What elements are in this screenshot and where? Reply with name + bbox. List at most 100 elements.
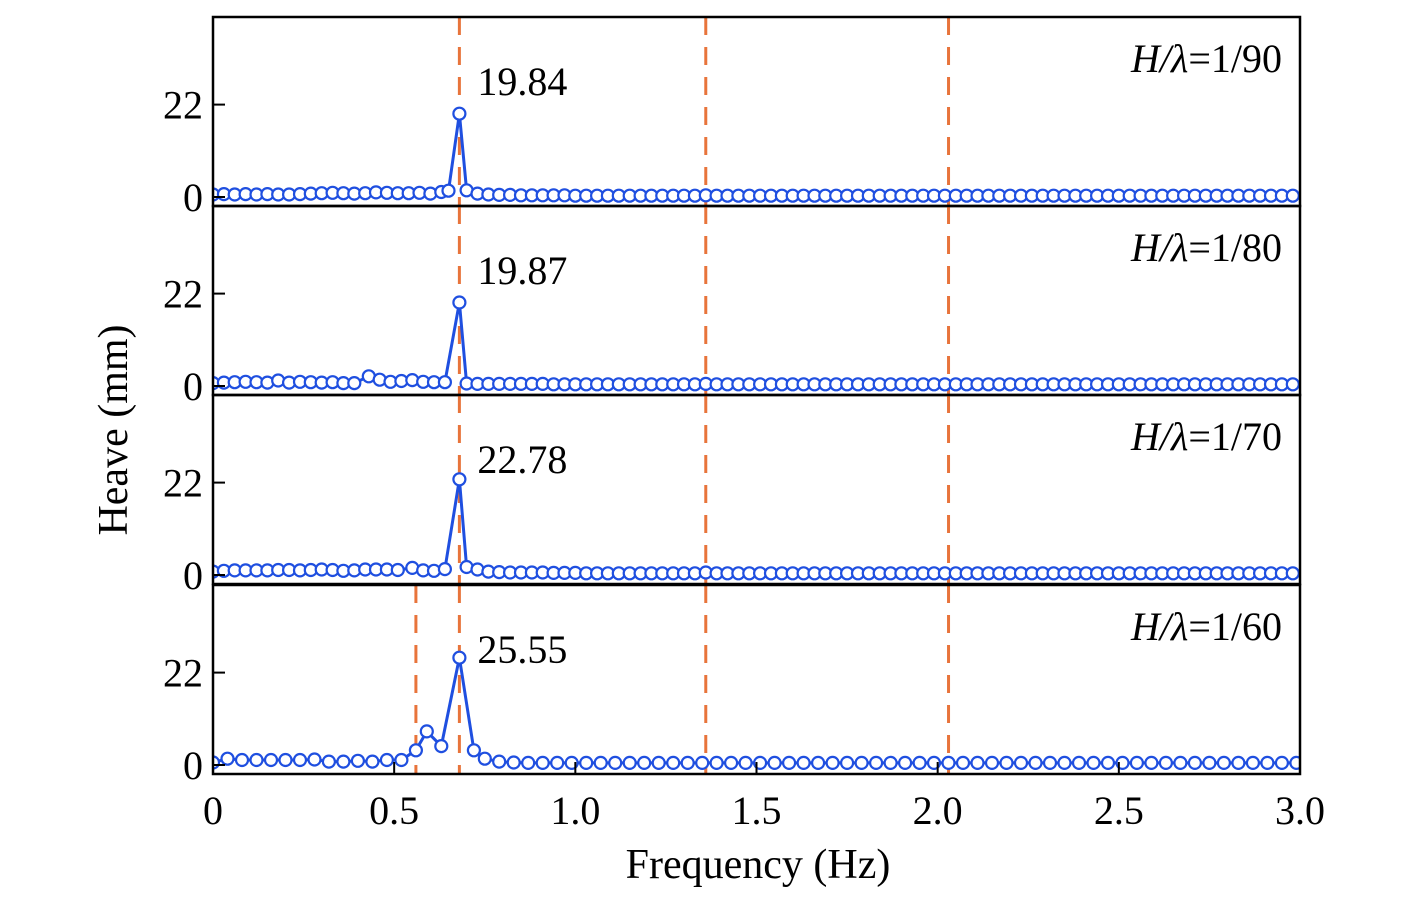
panel-label: H/λ=1/90 bbox=[1130, 36, 1282, 81]
data-point bbox=[292, 752, 308, 768]
data-point bbox=[680, 755, 695, 771]
data-point bbox=[941, 755, 956, 771]
peak-label: 25.55 bbox=[477, 627, 567, 672]
data-point bbox=[637, 755, 652, 771]
data-point bbox=[1173, 755, 1188, 771]
data-point bbox=[1285, 188, 1300, 203]
panel-label: H/λ=1/60 bbox=[1130, 604, 1282, 649]
data-point bbox=[263, 752, 279, 768]
data-point bbox=[1158, 755, 1174, 771]
y-axis-label: Heave (mm) bbox=[91, 324, 137, 535]
panel-label: H/λ=1/70 bbox=[1130, 414, 1282, 459]
data-point bbox=[550, 755, 565, 771]
panels-layer: 02219.84H/λ=1/9002219.87H/λ=1/8002222.78… bbox=[163, 15, 1302, 788]
data-point bbox=[651, 755, 666, 771]
data-point bbox=[452, 106, 467, 121]
data-point bbox=[970, 755, 985, 771]
data-point bbox=[234, 752, 250, 768]
panel-label-ratio: H/λ bbox=[1130, 225, 1188, 270]
data-point bbox=[1100, 755, 1116, 771]
x-tick-label: 1.0 bbox=[550, 788, 600, 833]
data-point bbox=[452, 295, 467, 310]
data-point bbox=[695, 755, 710, 771]
data-point bbox=[1042, 755, 1058, 771]
y-tick-label: 0 bbox=[183, 364, 203, 409]
data-point bbox=[441, 183, 456, 198]
y-tick-label: 22 bbox=[163, 272, 203, 317]
x-tick-label: 0.5 bbox=[369, 788, 419, 833]
data-point bbox=[810, 755, 826, 771]
peak-label: 19.87 bbox=[477, 248, 567, 293]
data-point bbox=[897, 755, 913, 771]
x-axis-label: Frequency (Hz) bbox=[626, 842, 891, 888]
data-point bbox=[709, 755, 724, 771]
data-point bbox=[437, 375, 452, 390]
peak-label: 19.84 bbox=[477, 59, 567, 104]
data-point bbox=[1274, 755, 1290, 771]
panel-label-value: =1/70 bbox=[1188, 414, 1282, 459]
data-point bbox=[955, 755, 971, 771]
series-line bbox=[213, 302, 1293, 386]
data-point bbox=[622, 755, 637, 771]
panel-label-ratio: H/λ bbox=[1130, 604, 1188, 649]
y-tick-label: 22 bbox=[163, 83, 203, 128]
data-point bbox=[394, 752, 409, 768]
x-tick-label: 2.0 bbox=[913, 788, 963, 833]
x-tick-label: 1.5 bbox=[732, 788, 782, 833]
data-point bbox=[666, 755, 681, 771]
data-point bbox=[854, 755, 869, 771]
data-point bbox=[1260, 755, 1275, 771]
y-tick-label: 0 bbox=[183, 553, 203, 598]
series-line bbox=[213, 479, 1293, 575]
data-point bbox=[1187, 755, 1203, 771]
panel-label-ratio: H/λ bbox=[1130, 414, 1188, 459]
x-tick-label: 3.0 bbox=[1275, 788, 1325, 833]
data-point bbox=[608, 755, 623, 771]
data-point bbox=[452, 472, 467, 487]
data-point bbox=[506, 755, 521, 770]
panel-3: 0 22 22.78 H/λ=1/70 bbox=[163, 393, 1302, 598]
data-point bbox=[1071, 755, 1087, 771]
data-point bbox=[1144, 755, 1159, 771]
y-tick-label: 0 bbox=[183, 175, 203, 220]
x-tick-label: 0 bbox=[203, 788, 223, 833]
data-point bbox=[1028, 755, 1043, 771]
panel-1: 0 22 19.84 H/λ=1/90 bbox=[163, 15, 1302, 220]
data-point bbox=[452, 650, 467, 665]
data-point bbox=[321, 754, 336, 769]
data-point bbox=[868, 755, 884, 771]
data-point bbox=[477, 751, 492, 766]
data-point bbox=[781, 755, 797, 771]
data-point bbox=[1129, 755, 1145, 771]
data-point bbox=[336, 754, 351, 769]
data-point bbox=[796, 755, 811, 771]
series-line bbox=[213, 657, 1297, 765]
data-point bbox=[1202, 755, 1217, 771]
data-point bbox=[579, 755, 594, 771]
data-point bbox=[408, 743, 423, 758]
data-point bbox=[999, 755, 1014, 771]
panel-label-value: =1/90 bbox=[1188, 36, 1282, 81]
y-tick-label: 22 bbox=[163, 651, 203, 696]
panel-2: 0 22 19.87 H/λ=1/80 bbox=[163, 204, 1302, 409]
x-tick-label: 2.5 bbox=[1094, 788, 1144, 833]
data-point bbox=[1285, 566, 1300, 581]
data-point bbox=[307, 752, 322, 767]
y-tick-label: 22 bbox=[163, 461, 203, 506]
panel-label-value: =1/80 bbox=[1188, 225, 1282, 270]
data-point bbox=[379, 752, 394, 768]
y-tick-label: 0 bbox=[183, 743, 203, 788]
data-point bbox=[347, 376, 362, 391]
panel-label-value: =1/60 bbox=[1188, 604, 1282, 649]
data-point bbox=[883, 755, 898, 771]
data-point bbox=[1216, 755, 1232, 771]
data-point bbox=[278, 752, 293, 768]
data-point bbox=[220, 751, 235, 766]
data-point bbox=[521, 755, 536, 771]
data-point bbox=[365, 754, 380, 769]
panel-label: H/λ=1/80 bbox=[1130, 225, 1282, 270]
data-point bbox=[1231, 755, 1246, 771]
data-point bbox=[419, 724, 434, 739]
data-point bbox=[723, 755, 739, 771]
